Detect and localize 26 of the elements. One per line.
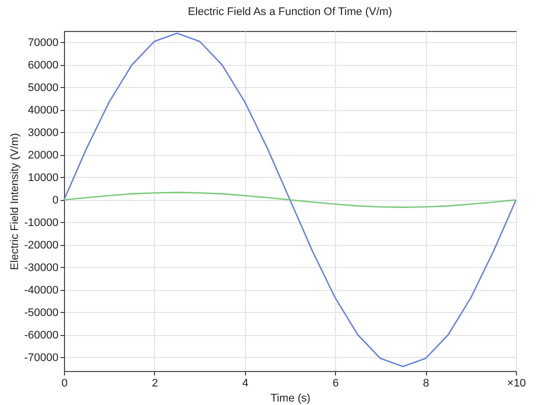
y-tick-label: -10000: [24, 216, 58, 229]
y-tick-label: -70000: [24, 352, 58, 364]
y-axis-title: Electric Field Intensity (V/m): [9, 133, 22, 270]
y-tick-label: -60000: [24, 329, 58, 342]
y-tick-label: 30000: [28, 126, 58, 139]
y-tick-label: 10000: [28, 172, 58, 184]
x-axis-title: Time (s): [270, 392, 310, 404]
y-tick-label: 0: [52, 194, 58, 206]
x-tick-label: 0: [61, 378, 68, 390]
y-tick-label: 70000: [28, 36, 58, 49]
y-tick-label: -30000: [24, 262, 58, 274]
x-tick-label: ×10: [507, 378, 526, 390]
y-tick-label: 60000: [28, 59, 58, 72]
line-series: [63, 192, 517, 208]
y-tick-label: -40000: [24, 284, 58, 296]
y-tick-label: 50000: [28, 82, 58, 94]
y-tick-label: -20000: [24, 239, 58, 252]
chart-title: Electric Field As a Function Of Time (V/m): [188, 6, 392, 18]
y-tick-label: 20000: [28, 149, 58, 162]
x-tick-label: 6: [332, 378, 339, 390]
x-tick-label: 8: [423, 378, 430, 390]
y-tick-label: -50000: [24, 306, 58, 319]
line-series: [63, 32, 517, 368]
x-tick-label: 2: [152, 378, 158, 390]
y-tick-label: 40000: [28, 104, 58, 116]
x-tick-label: 4: [242, 378, 248, 390]
